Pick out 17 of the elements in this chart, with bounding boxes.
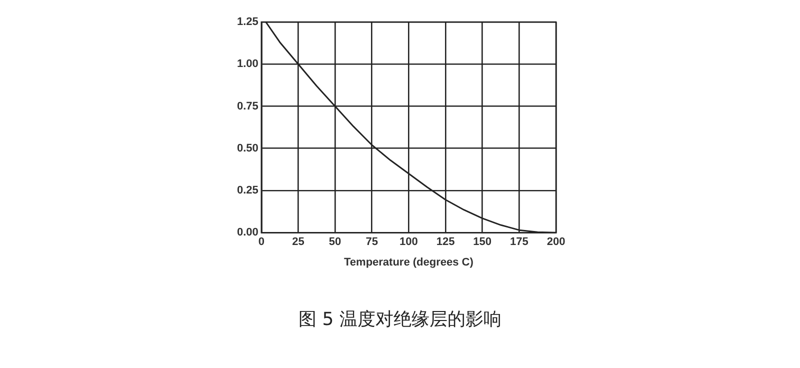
y-tick-label: 1.00: [236, 58, 258, 70]
y-tick-label: 0.50: [236, 142, 258, 154]
x-axis-title: Temperature (degrees C): [344, 256, 474, 268]
x-tick-label: 200: [546, 236, 566, 248]
x-tick-label: 75: [366, 236, 378, 248]
x-tick-label: 125: [436, 236, 455, 248]
x-tick-label: 25: [292, 236, 304, 248]
y-tick-label: 0.25: [236, 184, 258, 197]
y-tick-label: 1.25: [236, 16, 258, 28]
y-tick-label: 0.00: [236, 226, 258, 239]
x-tick-label: 100: [400, 236, 418, 248]
x-tick-label: 50: [328, 236, 342, 248]
caption: 图 5 温度对绝缘层的影响: [298, 308, 502, 331]
x-tick-label: 0: [258, 236, 264, 248]
y-tick-label: 0.75: [236, 100, 258, 112]
x-tick-label: 175: [510, 236, 528, 248]
x-tick-label: 150: [473, 236, 492, 248]
